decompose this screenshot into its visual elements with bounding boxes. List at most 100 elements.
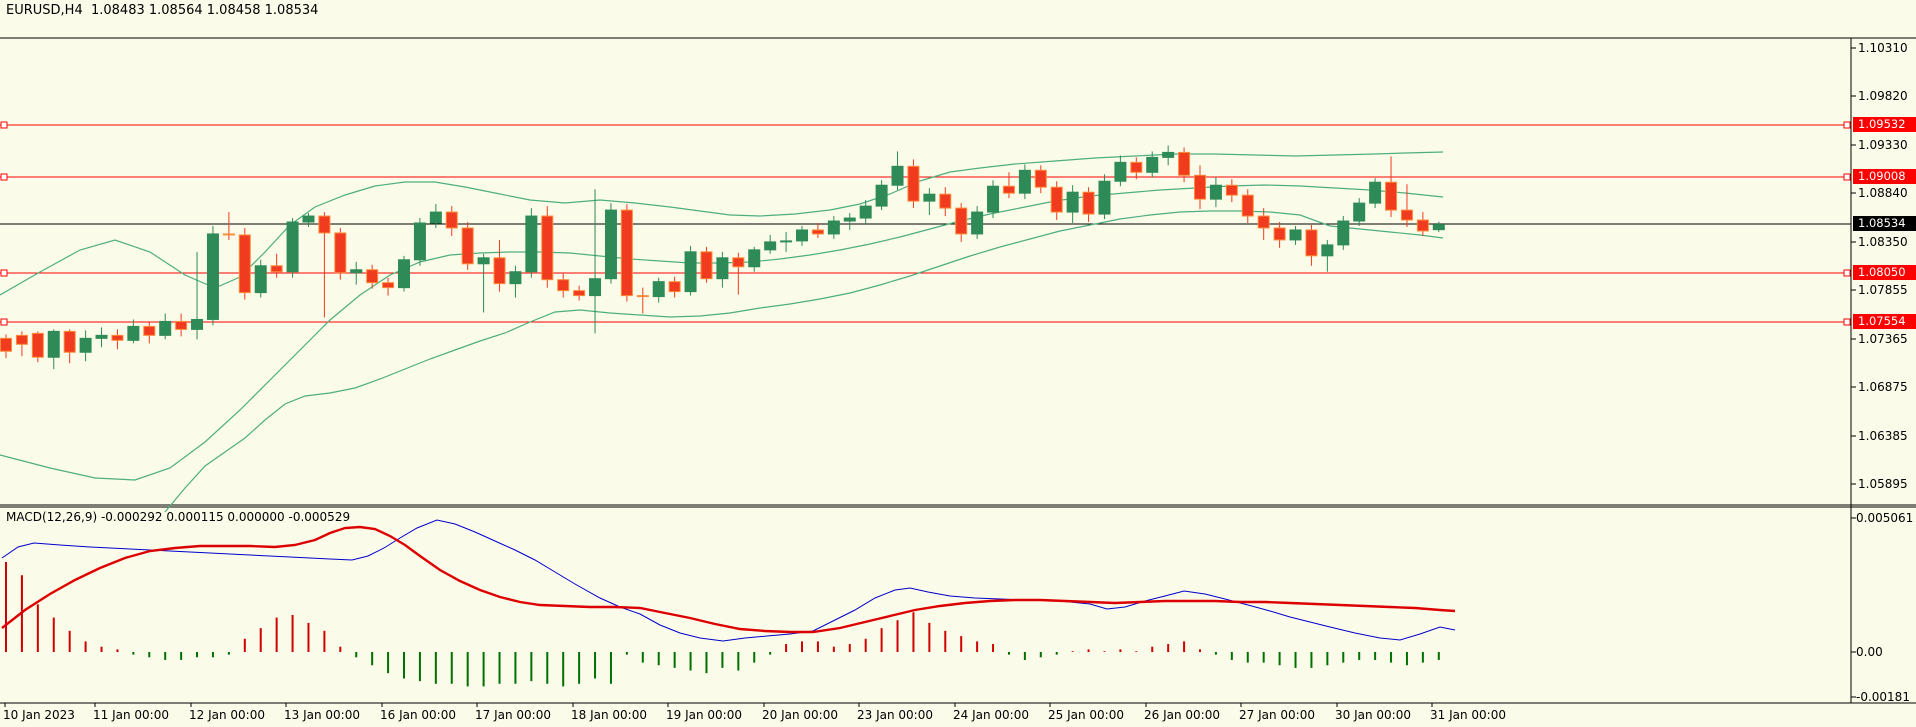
time-axis-label: 24 Jan 00:00 — [953, 708, 1029, 722]
price-axis-label: 1.07855 — [1858, 283, 1908, 297]
level-handle-right[interactable] — [1843, 173, 1851, 181]
time-axis-label: 30 Jan 00:00 — [1335, 708, 1411, 722]
candle-body — [1082, 191, 1095, 215]
candle-body — [398, 259, 410, 289]
candle-body — [716, 257, 729, 280]
candle-body — [732, 257, 745, 268]
price-badge-1.09008[interactable]: 1.09008 — [1853, 169, 1916, 184]
price-axis-label: 1.06875 — [1858, 380, 1908, 394]
price-badge-1.09532[interactable]: 1.09532 — [1853, 117, 1916, 132]
candle-body — [1066, 191, 1079, 213]
candle-body — [0, 337, 12, 352]
price-axis-label: 1.09820 — [1858, 89, 1908, 103]
time-axis-label: 18 Jan 00:00 — [571, 708, 647, 722]
level-handle-left[interactable] — [0, 173, 8, 181]
candle-body — [557, 279, 570, 292]
candle-body — [1018, 169, 1031, 194]
candle-body — [1400, 209, 1413, 221]
candle-body — [955, 207, 968, 235]
price-badge-1.08050[interactable]: 1.08050 — [1853, 265, 1916, 280]
candle-body — [541, 215, 554, 281]
candle-body — [318, 215, 331, 234]
macd-line — [1, 519, 1456, 642]
candle-body — [1209, 184, 1222, 200]
candle-body — [159, 320, 172, 336]
time-axis-label: 23 Jan 00:00 — [857, 708, 933, 722]
candle-body — [1225, 184, 1238, 196]
candle-body — [413, 222, 426, 261]
time-axis-label: 25 Jan 00:00 — [1048, 708, 1124, 722]
candle-body — [1432, 224, 1445, 231]
candle-body — [143, 325, 156, 336]
candle-body — [302, 215, 315, 223]
macd-indicator-label: MACD(12,26,9) -0.000292 0.000115 0.00000… — [6, 510, 351, 524]
candle-body — [47, 330, 60, 358]
candle-body — [875, 184, 888, 207]
level-handle-left[interactable] — [0, 121, 8, 129]
level-handle-right[interactable] — [1843, 269, 1851, 277]
candle-body — [63, 330, 76, 353]
candle-body — [1273, 227, 1286, 241]
candle-body — [1162, 151, 1175, 158]
price-axis-label: 1.08840 — [1858, 186, 1908, 200]
level-handle-left[interactable] — [0, 269, 8, 277]
candle-body — [1385, 181, 1398, 211]
candle-body — [827, 220, 840, 235]
candle-body — [923, 193, 936, 202]
level-handle-right[interactable] — [1843, 121, 1851, 129]
candle-body — [1050, 186, 1063, 213]
price-axis-label: 1.09330 — [1858, 138, 1908, 152]
macd-axis-label: -0.00181 — [1856, 690, 1910, 704]
candle-body — [589, 278, 602, 297]
candle-body — [1194, 174, 1206, 200]
candle-body — [445, 211, 458, 229]
price-axis-label: 1.06385 — [1858, 429, 1908, 443]
candle-body — [525, 215, 538, 273]
price-axis-label: 1.05895 — [1858, 477, 1908, 491]
time-axis-label: 10 Jan 2023 — [3, 708, 75, 722]
candle-body — [366, 269, 379, 284]
time-axis-label: 12 Jan 00:00 — [189, 708, 265, 722]
candle-body — [111, 334, 124, 341]
candle-body — [1034, 169, 1047, 188]
candle-body — [1321, 244, 1334, 257]
candle-body — [1002, 185, 1015, 194]
candle-body — [493, 257, 506, 285]
candle-body — [382, 282, 395, 289]
candle-body — [987, 185, 1000, 213]
candle-body — [907, 165, 920, 202]
level-handle-left[interactable] — [0, 318, 8, 326]
candle-body — [1337, 220, 1350, 246]
price-badge-1.07554[interactable]: 1.07554 — [1853, 314, 1916, 329]
level-handle-right[interactable] — [1843, 318, 1851, 326]
candle-body — [891, 165, 904, 186]
candle-body — [254, 265, 267, 294]
candle-body — [270, 265, 283, 273]
candle-body — [764, 241, 777, 251]
candle-body — [1257, 215, 1270, 229]
candle-body — [334, 232, 347, 274]
price-axis-label: 1.07365 — [1858, 332, 1908, 346]
time-axis-label: 19 Jan 00:00 — [666, 708, 742, 722]
bollinger-lower-band — [164, 210, 1444, 513]
time-axis-label: 26 Jan 00:00 — [1144, 708, 1220, 722]
price-badge-1.08534[interactable]: 1.08534 — [1853, 216, 1916, 231]
candle-body — [1289, 229, 1302, 241]
candle-body — [1146, 156, 1159, 173]
candle-body — [1130, 161, 1143, 173]
candle-body — [1305, 229, 1318, 257]
macd-signal-line — [1, 525, 1456, 634]
time-axis-label: 13 Jan 00:00 — [284, 708, 360, 722]
time-axis-label: 17 Jan 00:00 — [475, 708, 551, 722]
time-axis-label: 20 Jan 00:00 — [762, 708, 838, 722]
candle-body — [780, 240, 793, 243]
time-axis-label: 27 Jan 00:00 — [1239, 708, 1315, 722]
candle-body — [843, 217, 856, 222]
candle-body — [175, 320, 188, 330]
candle-body — [971, 211, 984, 235]
candle-body — [636, 295, 649, 298]
time-axis-label: 31 Jan 00:00 — [1430, 708, 1506, 722]
price-axis-label: 1.10310 — [1858, 41, 1908, 55]
candle-body — [95, 334, 108, 339]
